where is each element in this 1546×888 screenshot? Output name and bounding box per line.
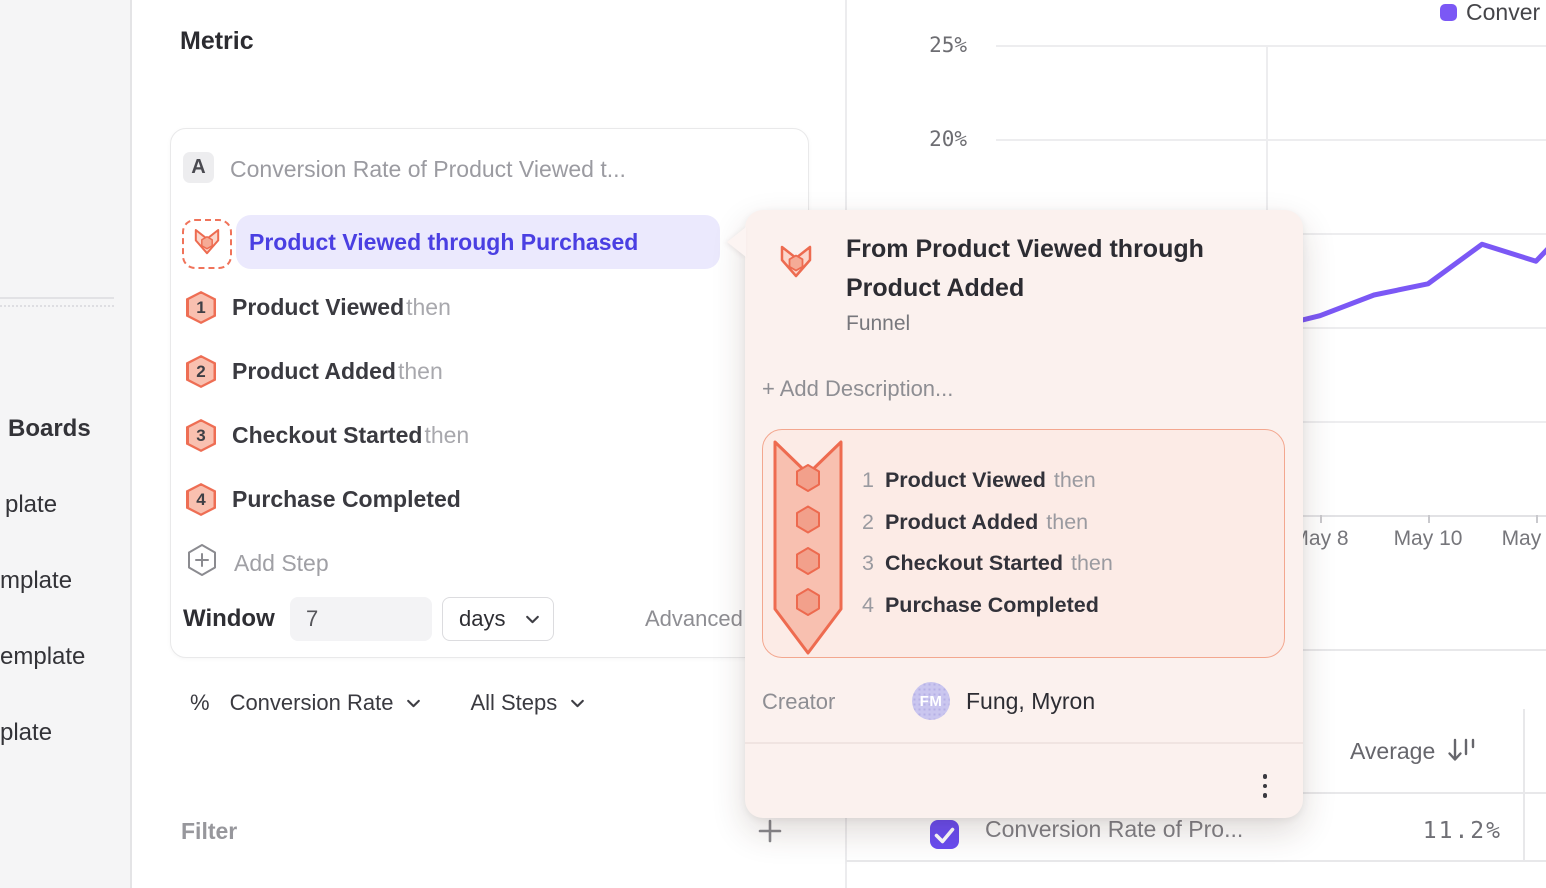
legend-swatch [1440, 3, 1457, 21]
step-connector: then [424, 422, 470, 448]
window-unit-dropdown[interactable]: days [442, 597, 554, 641]
sidebar-item-boards[interactable]: Boards [8, 415, 91, 442]
y-axis-label-20%: 20% [929, 127, 967, 151]
creator-name: Fung, Myron [966, 688, 1096, 714]
chevron-down-icon[interactable] [405, 695, 422, 712]
average-column-header[interactable]: Average [1350, 736, 1477, 766]
x-axis-label-May 8: May 8 [1291, 527, 1349, 550]
step-name: Product Added [232, 358, 396, 384]
popover-footer-divider [745, 742, 1303, 744]
series-badge: A [183, 152, 214, 183]
y-axis-label-25%: 25% [929, 33, 967, 57]
funnel-step-row-1[interactable]: 1 Product Viewedthen [186, 291, 451, 324]
sidebar: Boards plate mplate emplate plate [0, 0, 132, 888]
table-row-average-value: 11.2% [1422, 818, 1502, 844]
funnel-ribbon-graphic [773, 439, 843, 664]
x-axis-tick [1320, 515, 1322, 523]
step-number-hexagon: 2 [186, 355, 216, 388]
funnel-step-row-4[interactable]: 4 Purchase Completed [186, 483, 463, 516]
legend-label: Conver [1466, 0, 1541, 25]
x-axis-tick [1536, 515, 1538, 523]
popover-type-label: Funnel [846, 312, 911, 335]
funnel-step-row-2[interactable]: 2 Product Addedthen [186, 355, 443, 388]
chevron-down-icon[interactable] [569, 695, 586, 712]
selected-funnel-step[interactable]: Product Viewed through Purchased [236, 215, 720, 269]
popover-step-row-2: 2 Product Added then [862, 509, 1089, 534]
sidebar-dotted-divider [0, 305, 114, 307]
legend-item[interactable]: Conver [1440, 0, 1541, 25]
measure-scope-dropdown[interactable]: All Steps [470, 690, 558, 715]
x-axis-label-May 10: May 10 [1393, 527, 1463, 550]
filter-section-title: Filter [181, 818, 238, 844]
funnel-steps-card [762, 429, 1285, 658]
sidebar-divider [0, 297, 114, 299]
more-options-button[interactable] [1249, 766, 1281, 806]
add-description-link[interactable]: + Add Description... [762, 376, 954, 401]
sidebar-item-template-3[interactable]: emplate [0, 643, 86, 670]
table-row-label[interactable]: Conversion Rate of Pro... [985, 816, 1244, 842]
add-step-button[interactable]: Add Step [186, 543, 329, 583]
kebab-icon [1262, 774, 1268, 779]
gridline-h-20 [996, 139, 1546, 141]
step-number-hexagon: 4 [186, 483, 216, 516]
step-connector: then [397, 358, 443, 384]
avatar: FM [912, 682, 950, 720]
window-unit-value: days [459, 606, 506, 631]
step-name: Checkout Started [232, 422, 423, 448]
series-checkbox[interactable] [930, 820, 959, 849]
sidebar-item-template-4[interactable]: plate [0, 719, 53, 746]
step-connector: then [406, 294, 451, 320]
sidebar-item-template-1[interactable]: plate [5, 491, 58, 518]
chevron-down-icon [526, 615, 539, 623]
sidebar-item-template-2[interactable]: mplate [0, 567, 73, 594]
window-value-input[interactable] [290, 597, 432, 641]
add-step-label: Add Step [234, 549, 329, 576]
funnel-step-row-3[interactable]: 3 Checkout Startedthen [186, 419, 469, 452]
funnel-icon [776, 242, 816, 287]
x-axis-tick [1428, 515, 1430, 523]
add-filter-button[interactable] [756, 817, 784, 845]
series-title[interactable]: Conversion Rate of Product Viewed t... [230, 156, 626, 182]
plus-icon [758, 819, 782, 843]
funnel-details-popover: From Product Viewed through Product Adde… [745, 210, 1303, 818]
funnel-event-icon-button[interactable] [182, 219, 232, 269]
hexagon-plus-icon [186, 543, 218, 583]
step-number-hexagon: 3 [186, 419, 216, 452]
step-number-hexagon: 1 [186, 291, 216, 324]
x-axis-label-May 12: May 12 [1501, 527, 1546, 550]
table-column-separator [1523, 709, 1525, 861]
measure-prefix: % [190, 690, 210, 715]
sort-descending-icon [1448, 738, 1475, 761]
step-name: Purchase Completed [232, 486, 461, 512]
metric-section-title: Metric [180, 27, 254, 55]
advanced-link[interactable]: Advanced [645, 606, 743, 631]
funnel-icon [191, 226, 223, 263]
gridline-h-25 [996, 45, 1546, 47]
selected-funnel-step-label: Product Viewed through Purchased [249, 228, 639, 255]
popover-step-row-1: 1 Product Viewed then [862, 467, 1096, 492]
step-name: Product Viewed [232, 294, 405, 320]
window-label: Window [183, 605, 275, 632]
popover-step-row-3: 3 Checkout Started then [862, 550, 1113, 575]
popover-caret [727, 227, 746, 257]
popover-step-row-4: 4 Purchase Completed [862, 592, 1099, 617]
table-row-border [846, 860, 1546, 862]
measure-row: % Conversion Rate All Steps [190, 689, 586, 717]
creator-label: Creator [762, 689, 836, 714]
popover-title: From Product Viewed through Product Adde… [846, 235, 1204, 302]
measure-metric-dropdown[interactable]: Conversion Rate [229, 690, 394, 715]
check-icon [934, 827, 955, 844]
